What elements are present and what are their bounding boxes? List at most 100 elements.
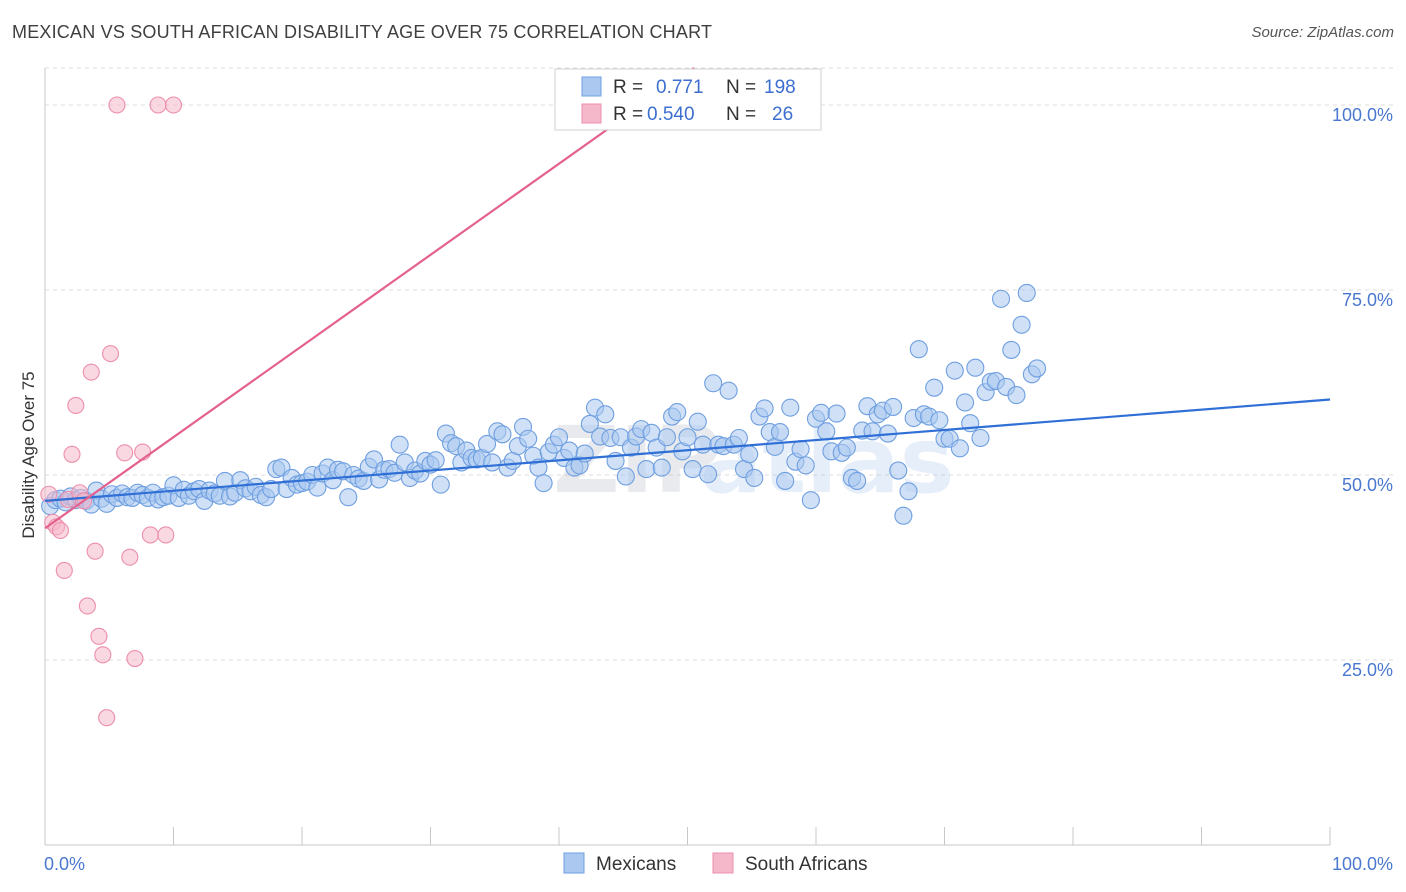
mexicans-point-147 (796, 456, 815, 475)
mexicans-point-189 (1012, 315, 1031, 334)
legend-n-label-south-africans: N = (726, 104, 756, 125)
mexicans-point-190 (1017, 283, 1036, 303)
south-africans-point-4 (55, 561, 73, 580)
legend-stats: R = 0.771 N = 198 R = 0.540 N = 26 (554, 68, 822, 131)
y-axis-title: Disability Age Over 75 (19, 371, 38, 538)
mexicans-point-120 (657, 428, 676, 447)
legend-r-label-mexicans: R = (613, 77, 643, 98)
mexicans-point-134 (729, 428, 748, 448)
mexicans-point-150 (812, 403, 831, 422)
y-tick-labels: 25.0% 50.0% 75.0% 100.0% (1332, 105, 1393, 680)
y-tick-label-100: 100.0% (1332, 105, 1393, 125)
mexicans-point-105 (580, 414, 599, 433)
mexicans-point-125 (683, 460, 702, 479)
mexicans-point-151 (817, 422, 836, 441)
mexicans-point-187 (1002, 340, 1021, 359)
south-africans-point-14 (94, 646, 112, 664)
legend-series: Mexicans South Africans (563, 852, 868, 875)
mexicans-point-143 (776, 471, 795, 490)
south-africans-point-22 (141, 526, 159, 544)
mexicans-point-112 (616, 467, 635, 486)
south-africans-point-10 (78, 597, 96, 615)
mexicans-point-164 (884, 397, 903, 416)
mexicans-point-137 (745, 468, 764, 488)
source-label: Source: ZipAtlas.com (1251, 24, 1394, 41)
south-africans-point-7 (67, 396, 85, 414)
mexicans-point-173 (930, 411, 949, 430)
legend-r-label-south-africans: R = (613, 104, 643, 125)
y-tick-label-75: 75.0% (1342, 290, 1393, 310)
south-africans-point-23 (149, 96, 167, 114)
south-africans-points (40, 96, 183, 727)
south-africans-trend-line (44, 67, 695, 530)
mexicans-point-126 (688, 412, 707, 431)
mexicans-point-119 (652, 458, 671, 477)
mexicans-point-127 (693, 435, 712, 454)
chart-title: MEXICAN VS SOUTH AFRICAN DISABILITY AGE … (12, 22, 713, 42)
mexicans-point-172 (925, 378, 944, 397)
south-africans-point-16 (101, 345, 120, 363)
bottom-swatch-mexicans (563, 852, 585, 874)
mexicans-point-176 (945, 361, 964, 380)
mexicans-point-101 (560, 441, 579, 460)
x-tick-label-min: 0.0% (44, 854, 85, 874)
mexicans-point-142 (770, 423, 790, 442)
y-tick-label-25: 25.0% (1342, 660, 1393, 680)
south-africans-point-18 (116, 444, 134, 462)
x-tick-labels: 0.0% 100.0% (44, 854, 1393, 874)
mexicans-point-167 (899, 482, 918, 501)
mexicans-point-108 (596, 405, 615, 424)
mexicans-point-93 (519, 429, 538, 448)
mexicans-point-139 (755, 399, 774, 418)
bottom-label-mexicans: Mexicans (596, 854, 676, 875)
mexicans-point-144 (781, 398, 800, 417)
y-tick-label-50: 50.0% (1342, 475, 1393, 495)
south-africans-point-25 (164, 96, 183, 114)
bottom-label-south-africans: South Africans (745, 854, 868, 875)
south-africans-point-0 (40, 485, 58, 503)
mexicans-point-155 (837, 438, 856, 457)
mexicans-point-85 (477, 434, 497, 453)
south-africans-point-19 (121, 548, 139, 566)
south-africans-point-6 (63, 445, 81, 463)
mexicans-point-146 (791, 440, 810, 459)
mexicans-point-124 (678, 428, 697, 447)
legend-n-value-mexicans: 198 (764, 77, 796, 98)
mexicans-point-177 (950, 439, 969, 458)
south-africans-point-24 (157, 526, 175, 544)
legend-r-value-mexicans: 0.771 (656, 77, 704, 98)
legend-n-label-mexicans: N = (726, 77, 756, 98)
mexicans-point-181 (971, 428, 990, 448)
south-africans-point-12 (86, 542, 104, 560)
mexicans-point-169 (909, 340, 928, 359)
mexicans-point-58 (339, 488, 358, 507)
mexicans-point-129 (704, 374, 723, 393)
south-africans-point-21 (134, 443, 152, 461)
grid-lines (45, 67, 1394, 661)
legend-n-value-south-africans: 26 (772, 104, 793, 125)
mexicans-point-75 (426, 451, 445, 470)
mexicans-point-188 (1007, 386, 1026, 405)
mexicans-point-148 (801, 491, 820, 510)
legend-r-value-south-africans: 0.540 (647, 104, 695, 125)
mexicans-point-166 (894, 506, 913, 525)
axes (44, 68, 1331, 846)
mexicans-point-192 (1027, 359, 1047, 378)
south-africans-point-3 (51, 521, 69, 540)
trend-lines (44, 67, 1331, 530)
mexicans-point-86 (483, 453, 502, 472)
south-africans-point-20 (126, 649, 144, 668)
mexicans-point-157 (848, 471, 867, 490)
mexicans-point-116 (637, 460, 656, 479)
mexicans-point-132 (719, 381, 738, 400)
mexicans-point-185 (991, 289, 1011, 308)
south-africans-point-15 (98, 709, 116, 727)
south-africans-point-13 (90, 627, 108, 645)
south-africans-point-17 (108, 96, 126, 114)
mexicans-point-128 (699, 465, 718, 484)
south-africans-point-11 (82, 363, 100, 381)
mexicans-point-76 (431, 475, 450, 494)
mexicans-point-165 (889, 461, 908, 480)
mexicans-point-153 (827, 404, 846, 423)
